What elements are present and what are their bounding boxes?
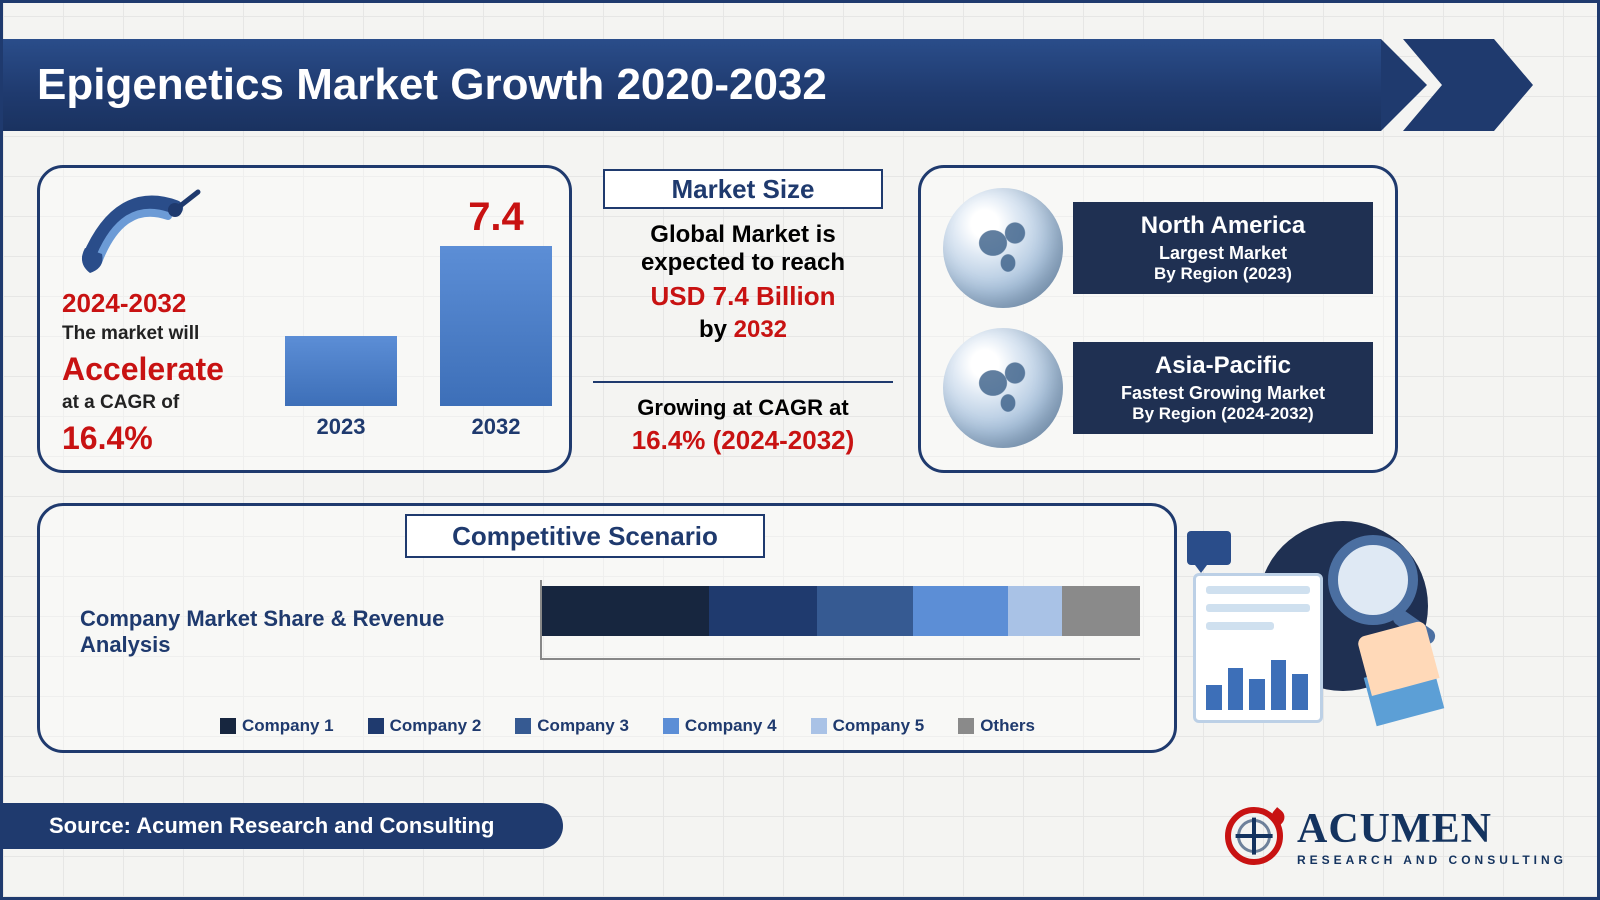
msize-cagr-line1: Growing at CAGR at: [583, 395, 903, 421]
market-size-body: Global Market is expected to reach USD 7…: [583, 221, 903, 344]
market-share-stacked-bar: [540, 580, 1140, 660]
analytics-illustration-icon: [1193, 513, 1423, 733]
msize-by-prefix: by: [699, 316, 734, 343]
divider: [593, 381, 893, 383]
region-desc1-apac: Fastest Growing Market: [1091, 383, 1355, 404]
legend-label: Others: [980, 716, 1035, 736]
share-segment: [709, 586, 817, 636]
legend-item: Others: [958, 716, 1035, 736]
bar-value-2032: 7.4: [436, 195, 556, 240]
share-segment: [1062, 586, 1140, 636]
legend: Company 1 Company 2 Company 3 Company 4 Comp…: [220, 716, 1035, 736]
region-name-na: North America: [1091, 212, 1355, 240]
competitive-caption: Company Market Share & Revenue Analysis: [80, 606, 520, 658]
globe-icon: [943, 328, 1063, 448]
legend-swatch-icon: [958, 718, 974, 734]
region-desc2-apac: By Region (2024-2032): [1091, 404, 1355, 424]
share-segment: [913, 586, 1009, 636]
msize-usd: USD 7.4 Billion: [583, 281, 903, 312]
legend-item: Company 4: [663, 716, 777, 736]
accel-line2: at a CAGR of: [62, 392, 272, 414]
bar-2032: [440, 246, 552, 406]
legend-label: Company 2: [390, 716, 482, 736]
title-banner: Epigenetics Market Growth 2020-2032: [3, 39, 1533, 131]
accel-line1: The market will: [62, 323, 272, 345]
share-segment: [542, 586, 709, 636]
region-desc1-na: Largest Market: [1091, 243, 1355, 264]
bar-label-2032: 2032: [436, 414, 556, 440]
logo-tagline: RESEARCH AND CONSULTING: [1297, 853, 1567, 867]
share-segment: [817, 586, 913, 636]
legend-item: Company 3: [515, 716, 629, 736]
accel-cagr: 16.4%: [62, 420, 272, 457]
legend-item: Company 1: [220, 716, 334, 736]
source-label: Source: Acumen Research and Consulting: [3, 803, 563, 849]
msize-by: by 2032: [583, 316, 903, 344]
accelerate-card: 2024-2032 The market will Accelerate at …: [37, 165, 572, 473]
region-desc2-na: By Region (2023): [1091, 264, 1355, 284]
logo-name: ACUMEN: [1297, 805, 1567, 853]
region-label-na: North America Largest Market By Region (…: [1073, 202, 1373, 294]
logo-globe-icon: [1225, 807, 1283, 865]
legend-label: Company 5: [833, 716, 925, 736]
competitive-header: Competitive Scenario: [405, 514, 765, 558]
msize-cagr-line2: 16.4% (2024-2032): [583, 425, 903, 456]
market-size-cagr: Growing at CAGR at 16.4% (2024-2032): [583, 395, 903, 456]
bar-2023: [285, 336, 397, 406]
market-size-header: Market Size: [603, 169, 883, 209]
legend-item: Company 5: [811, 716, 925, 736]
share-segment: [1008, 586, 1062, 636]
msize-line1: Global Market is: [583, 221, 903, 249]
bar-label-2023: 2023: [281, 414, 401, 440]
accel-big: Accelerate: [62, 351, 272, 388]
logo-text: ACUMEN RESEARCH AND CONSULTING: [1297, 805, 1567, 867]
accel-period: 2024-2032: [62, 288, 272, 319]
region-label-apac: Asia-Pacific Fastest Growing Market By R…: [1073, 342, 1373, 434]
growth-bar-chart: 2023 2032 7.4: [265, 198, 565, 448]
competitive-card: Competitive Scenario Company Market Shar…: [37, 503, 1177, 753]
legend-swatch-icon: [368, 718, 384, 734]
speedometer-icon: [80, 178, 210, 278]
region-row-asia-pacific: Asia-Pacific Fastest Growing Market By R…: [943, 328, 1373, 448]
legend-label: Company 3: [537, 716, 629, 736]
legend-item: Company 2: [368, 716, 482, 736]
accelerate-text: 2024-2032 The market will Accelerate at …: [62, 288, 272, 457]
legend-label: Company 4: [685, 716, 777, 736]
legend-swatch-icon: [515, 718, 531, 734]
msize-by-year: 2032: [734, 316, 787, 343]
legend-swatch-icon: [220, 718, 236, 734]
regions-card: North America Largest Market By Region (…: [918, 165, 1398, 473]
legend-swatch-icon: [663, 718, 679, 734]
legend-swatch-icon: [811, 718, 827, 734]
page-title: Epigenetics Market Growth 2020-2032: [3, 39, 1381, 131]
legend-label: Company 1: [242, 716, 334, 736]
msize-line2: expected to reach: [583, 249, 903, 277]
region-name-apac: Asia-Pacific: [1091, 352, 1355, 380]
acumen-logo: ACUMEN RESEARCH AND CONSULTING: [1225, 805, 1567, 867]
globe-icon: [943, 188, 1063, 308]
region-row-north-america: North America Largest Market By Region (…: [943, 188, 1373, 308]
